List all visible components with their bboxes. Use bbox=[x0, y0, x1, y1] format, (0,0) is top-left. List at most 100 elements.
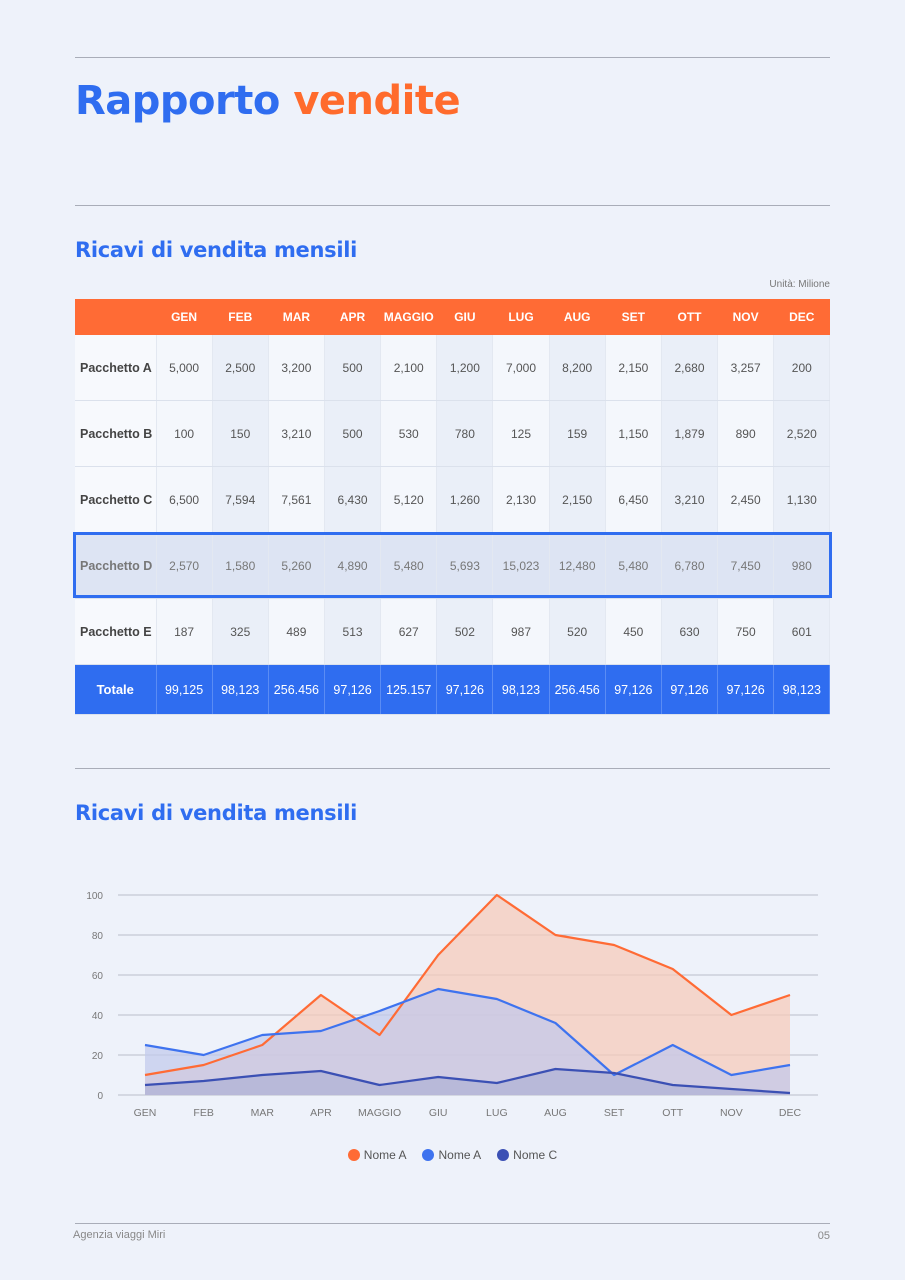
table-cell: 5,000 bbox=[156, 335, 213, 401]
table-row: Pacchetto E 187 325 489 513 627 502 987 520 450 63… bbox=[75, 598, 831, 665]
table-cell: 450 bbox=[605, 598, 662, 665]
table-cell: 2,680 bbox=[661, 335, 719, 401]
total-cell: 97,126 bbox=[661, 664, 719, 715]
row-label: Pacchetto C bbox=[75, 466, 157, 533]
table-cell: 2,500 bbox=[212, 335, 269, 401]
table-cell: 750 bbox=[717, 598, 775, 665]
title-part-2: vendite bbox=[293, 78, 461, 124]
table-cell: 7,450 bbox=[717, 532, 775, 599]
total-label: Totale bbox=[75, 664, 157, 715]
total-cell: 98,123 bbox=[773, 664, 831, 715]
y-tick-label: 80 bbox=[92, 931, 104, 942]
table-cell: 6,500 bbox=[156, 466, 213, 533]
chart-legend: Nome A Nome A Nome C bbox=[0, 1148, 905, 1164]
table-section-title: Ricavi di vendita mensili bbox=[75, 238, 358, 262]
table-cell: 601 bbox=[773, 598, 831, 665]
table-cell: 7,594 bbox=[212, 466, 269, 533]
footer-agency: Agenzia viaggi Miri bbox=[73, 1229, 166, 1241]
month-header: SET bbox=[605, 299, 662, 335]
legend-item: Nome C bbox=[497, 1148, 557, 1162]
total-cell: 256.456 bbox=[549, 664, 606, 715]
table-cell: 5,480 bbox=[605, 532, 662, 599]
y-tick-label: 40 bbox=[92, 1011, 104, 1022]
row-label: Pacchetto E bbox=[75, 598, 157, 665]
row-label: Pacchetto A bbox=[75, 335, 157, 401]
table-cell: 530 bbox=[380, 400, 438, 467]
table-cell: 1,260 bbox=[436, 466, 494, 533]
total-cell: 99,125 bbox=[156, 664, 213, 715]
table-cell: 627 bbox=[380, 598, 438, 665]
total-cell: 97,126 bbox=[605, 664, 662, 715]
y-tick-label: 0 bbox=[97, 1091, 103, 1102]
x-tick-label: FEB bbox=[193, 1107, 213, 1119]
table-cell: 7,561 bbox=[268, 466, 325, 533]
top-rule bbox=[75, 57, 830, 58]
month-header: GIU bbox=[436, 299, 493, 335]
legend-item: Nome A bbox=[347, 1148, 406, 1162]
table-cell: 500 bbox=[324, 400, 382, 467]
x-tick-label: MAGGIO bbox=[358, 1107, 401, 1119]
table-cell: 2,100 bbox=[380, 335, 438, 401]
table-cell: 2,150 bbox=[549, 466, 606, 533]
table-cell: 1,879 bbox=[661, 400, 719, 467]
table-cell: 5,120 bbox=[380, 466, 438, 533]
table-cell: 6,450 bbox=[605, 466, 662, 533]
table-cell: 3,257 bbox=[717, 335, 775, 401]
x-tick-label: APR bbox=[310, 1107, 332, 1119]
x-tick-label: SET bbox=[604, 1107, 625, 1119]
header-corner bbox=[75, 299, 156, 335]
table-header-row: GEN FEB MAR APR MAGGIO GIU LUG AUG SET OTT NOV DEC bbox=[75, 299, 830, 335]
x-tick-label: GIU bbox=[429, 1107, 448, 1119]
table-cell: 7,000 bbox=[492, 335, 550, 401]
x-tick-label: NOV bbox=[720, 1107, 743, 1119]
table-cell: 980 bbox=[773, 532, 831, 599]
table-cell: 1,200 bbox=[436, 335, 494, 401]
x-tick-label: GEN bbox=[134, 1107, 157, 1119]
table-cell: 630 bbox=[661, 598, 719, 665]
area-chart: 0 20 40 60 80 100 GEN FEB MAR APR MAGGIO GIU LUG AUG S… bbox=[86, 891, 818, 1119]
table-cell: 125 bbox=[492, 400, 550, 467]
series-line bbox=[144, 893, 791, 1077]
x-tick-label: OTT bbox=[662, 1107, 684, 1119]
table-cell: 4,890 bbox=[324, 532, 382, 599]
page-title: Rapporto vendite bbox=[75, 78, 461, 124]
table-body: Pacchetto A 5,000 2,500 3,200 500 2,100 1,200 7… bbox=[75, 335, 831, 715]
total-cell: 125.157 bbox=[380, 664, 438, 715]
table-cell: 500 bbox=[324, 335, 382, 401]
month-header: AUG bbox=[549, 299, 606, 335]
legend-label: Nome C bbox=[513, 1148, 558, 1162]
month-header: DEC bbox=[773, 299, 830, 335]
series-line bbox=[144, 1067, 791, 1095]
month-header: FEB bbox=[212, 299, 269, 335]
table-cell: 12,480 bbox=[549, 532, 606, 599]
row-label: Pacchetto B bbox=[75, 400, 157, 467]
table-cell: 3,200 bbox=[268, 335, 325, 401]
y-tick-label: 100 bbox=[86, 891, 103, 902]
legend-dot-icon bbox=[422, 1149, 435, 1161]
table-row: Pacchetto C 6,500 7,594 7,561 6,430 5,120 1,26… bbox=[75, 466, 831, 533]
table-cell: 513 bbox=[324, 598, 382, 665]
table-cell: 200 bbox=[773, 335, 831, 401]
x-tick-label: LUG bbox=[486, 1107, 508, 1119]
total-cell: 97,126 bbox=[436, 664, 494, 715]
table-cell: 987 bbox=[492, 598, 550, 665]
table-cell: 520 bbox=[549, 598, 606, 665]
month-header: MAGGIO bbox=[380, 299, 437, 335]
x-tick-label: MAR bbox=[251, 1107, 275, 1119]
month-header: OTT bbox=[661, 299, 718, 335]
table-cell: 5,693 bbox=[436, 532, 494, 599]
row-label: Pacchetto D bbox=[75, 532, 157, 599]
table-cell: 890 bbox=[717, 400, 775, 467]
table-cell: 489 bbox=[268, 598, 325, 665]
y-tick-label: 60 bbox=[92, 971, 104, 982]
table-cell: 502 bbox=[436, 598, 494, 665]
legend-dot-icon bbox=[347, 1149, 360, 1161]
x-tick-label: DEC bbox=[779, 1107, 802, 1119]
total-cell: 98,123 bbox=[212, 664, 269, 715]
table-cell: 780 bbox=[436, 400, 494, 467]
total-cell: 97,126 bbox=[324, 664, 382, 715]
chart-section-title: Ricavi di vendita mensili bbox=[75, 801, 358, 825]
footer-rule bbox=[75, 1223, 830, 1224]
table-cell: 2,150 bbox=[605, 335, 662, 401]
total-cell: 256.456 bbox=[268, 664, 325, 715]
